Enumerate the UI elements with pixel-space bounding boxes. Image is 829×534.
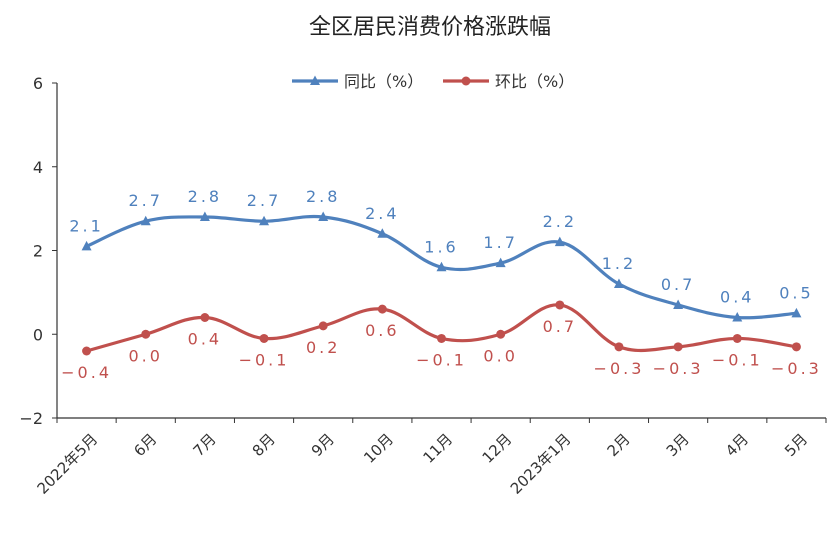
- data-label: 2.8: [306, 187, 340, 206]
- data-label: 0.2: [306, 338, 340, 357]
- x-tick-label: 2月: [604, 430, 634, 460]
- data-label: −0.4: [61, 363, 112, 382]
- data-label: 2.4: [365, 204, 399, 223]
- data-point: [791, 342, 801, 352]
- data-point: [259, 333, 269, 343]
- y-tick-label: 6: [33, 74, 43, 93]
- legend: 同比（%） 环比（%）: [292, 72, 574, 91]
- data-label: 0.7: [543, 317, 577, 336]
- x-tick-label: 12月: [479, 430, 516, 467]
- data-point: [199, 211, 210, 221]
- data-point: [614, 342, 624, 352]
- data-point: [259, 215, 270, 226]
- data-label: 0.4: [720, 288, 754, 307]
- y-tick-label: −2: [19, 409, 43, 428]
- data-label: −0.3: [594, 359, 645, 378]
- legend-marker: [461, 76, 471, 86]
- data-label: 1.6: [424, 237, 458, 256]
- data-labels: 2.1 2.7 2.8 2.7 2.8 2.4 1.6 1.7 2.2 1.2 0.7 0.4 0.5 −…: [61, 187, 822, 382]
- x-tick-label: 2023年1月: [507, 430, 575, 498]
- data-point: [555, 300, 565, 310]
- data-point: [554, 236, 565, 247]
- data-label: 0.7: [661, 275, 695, 294]
- legend-marker: [310, 75, 320, 85]
- x-tick-label: 8月: [249, 430, 279, 460]
- data-point: [732, 333, 742, 343]
- data-point: [437, 333, 446, 343]
- data-point: [200, 313, 210, 322]
- legend-item-1: 环比（%）: [443, 72, 574, 91]
- data-label: 2.2: [543, 212, 577, 231]
- data-point: [82, 346, 92, 356]
- legend-item-0: 同比（%）: [292, 72, 423, 91]
- series-1: [82, 300, 801, 356]
- data-label: 0.6: [365, 321, 399, 340]
- data-label: 2.8: [188, 187, 222, 206]
- data-label: 0.4: [188, 330, 222, 349]
- data-point: [140, 215, 151, 226]
- data-point: [613, 278, 624, 288]
- x-tick-label: 10月: [360, 430, 397, 467]
- chart-title: 全区居民消费价格涨跌幅: [309, 15, 551, 40]
- y-tick-label: 4: [33, 158, 43, 177]
- y-tick-label: 2: [33, 242, 43, 261]
- data-label: 0.0: [483, 346, 517, 365]
- x-tick-label: 9月: [308, 430, 338, 460]
- y-tick-label: 0: [33, 325, 43, 344]
- data-point: [496, 329, 506, 339]
- data-point: [673, 342, 683, 352]
- data-point: [436, 261, 447, 272]
- data-point: [673, 299, 684, 309]
- data-label: −0.1: [239, 350, 290, 369]
- x-tick-label: 2022年5月: [34, 430, 102, 498]
- data-point: [141, 329, 151, 339]
- data-label: 0.0: [129, 346, 163, 365]
- data-point: [377, 228, 388, 238]
- x-tick-label: 11月: [419, 430, 456, 467]
- x-tick-label: 4月: [722, 430, 752, 460]
- data-label: 2.7: [247, 191, 281, 210]
- data-label: 2.1: [69, 216, 103, 235]
- data-label: 0.5: [779, 283, 813, 302]
- x-tick-label: 5月: [781, 430, 811, 460]
- data-label: 1.7: [483, 233, 517, 252]
- x-tick-label: 3月: [663, 430, 693, 460]
- data-label: −0.1: [712, 350, 763, 369]
- legend-label: 环比（%）: [495, 72, 574, 91]
- data-label: −0.3: [771, 359, 822, 378]
- data-point: [318, 321, 328, 331]
- series-layer: [81, 211, 802, 356]
- data-label: 2.7: [129, 191, 163, 210]
- data-point: [318, 211, 329, 221]
- series-0: [81, 211, 802, 322]
- legend-label: 同比（%）: [344, 72, 423, 91]
- x-tick-label: 6月: [130, 430, 160, 460]
- data-label: −0.3: [653, 359, 704, 378]
- data-point: [377, 304, 387, 314]
- data-label: 1.2: [602, 254, 636, 273]
- data-point: [732, 312, 743, 322]
- data-point: [495, 257, 506, 268]
- data-point: [791, 307, 802, 318]
- x-tick-label: 7月: [190, 430, 220, 460]
- data-label: −0.1: [416, 350, 467, 369]
- data-point: [81, 240, 92, 251]
